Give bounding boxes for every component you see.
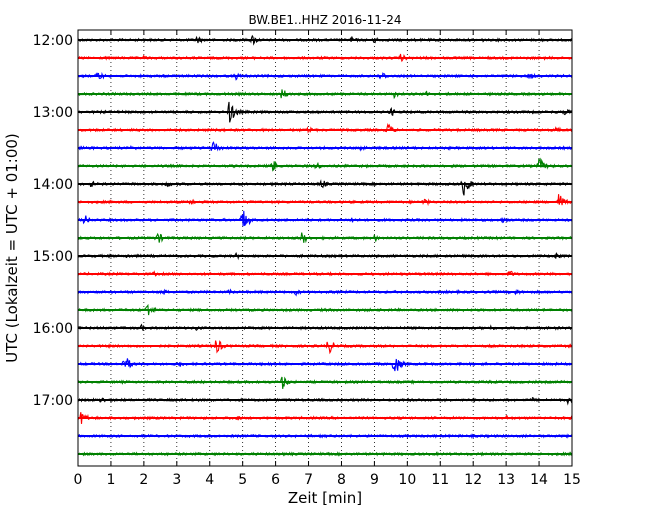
x-tick-label: 6 — [271, 472, 280, 488]
x-tick-label: 9 — [370, 472, 379, 488]
y-tick-label: 16:00 — [33, 321, 73, 337]
x-tick-label: 0 — [74, 472, 83, 488]
trace-1330 — [77, 141, 573, 152]
x-tick-label: 5 — [238, 472, 247, 488]
y-tick-label: 17:00 — [33, 393, 73, 409]
chart-title: BW.BE1..HHZ 2016-11-24 — [248, 13, 401, 27]
y-tick-label: 15:00 — [33, 249, 73, 265]
seismogram-traces — [77, 34, 573, 457]
x-tick-label: 4 — [205, 472, 214, 488]
y-tick-label: 13:00 — [33, 105, 73, 121]
x-tick-label: 7 — [304, 472, 313, 488]
x-tick-label: 12 — [464, 472, 482, 488]
x-tick-label: 2 — [139, 472, 148, 488]
x-tick-label: 11 — [431, 472, 449, 488]
trace-1345 — [77, 157, 572, 172]
y-tick-label: 14:00 — [33, 177, 73, 193]
x-axis-ticks: 0 1 2 3 4 5 6 7 8 9 10 11 12 13 14 15 — [74, 30, 581, 488]
y-tick-label: 12:00 — [33, 33, 73, 49]
trace-1415 — [77, 194, 573, 207]
trace-1315 — [77, 122, 573, 134]
x-tick-label: 1 — [106, 472, 115, 488]
trace-1430 — [77, 210, 573, 227]
vertical-gridlines — [110, 30, 540, 466]
x-tick-label: 15 — [563, 472, 581, 488]
x-tick-label: 8 — [337, 472, 346, 488]
x-tick-label: 3 — [172, 472, 181, 488]
x-tick-label: 13 — [497, 472, 515, 488]
y-axis-label: UTC (Lokalzeit = UTC + 01:00) — [3, 133, 21, 363]
x-tick-label: 10 — [398, 472, 416, 488]
y-axis-ticks: 12:00 13:00 14:00 15:00 16:00 17:00 — [33, 33, 572, 409]
x-axis-label: Zeit [min] — [288, 489, 362, 507]
x-tick-label: 14 — [530, 472, 548, 488]
plot-frame — [77, 29, 573, 467]
